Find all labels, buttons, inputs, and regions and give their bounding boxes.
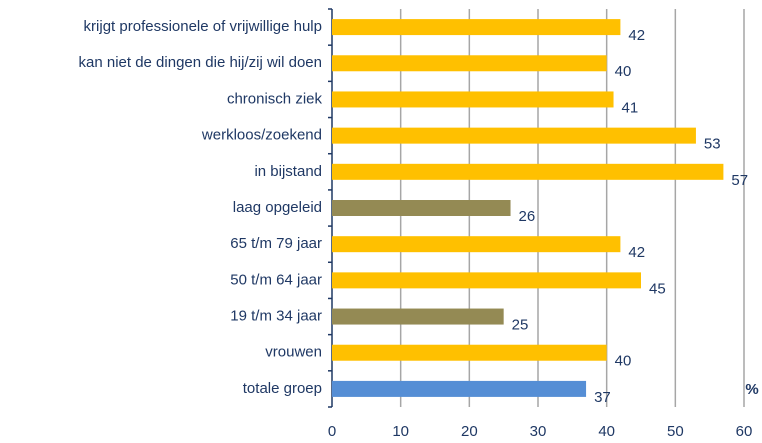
y-tick-label: laag opgeleid bbox=[233, 199, 322, 216]
bar bbox=[332, 344, 607, 361]
value-label: 45 bbox=[649, 280, 666, 297]
value-label: 37 bbox=[594, 389, 611, 406]
x-tick-label: 20 bbox=[461, 423, 478, 440]
y-tick-label: chronisch ziek bbox=[227, 90, 323, 107]
bar bbox=[332, 163, 724, 180]
value-label: 57 bbox=[731, 172, 748, 189]
y-tick-label: 50 t/m 64 jaar bbox=[230, 271, 322, 288]
x-tick-label: 0 bbox=[328, 423, 336, 440]
value-label: 26 bbox=[519, 208, 536, 225]
value-label: 25 bbox=[512, 317, 529, 334]
y-tick-label: werkloos/zoekend bbox=[201, 127, 322, 144]
y-tick-label: kan niet de dingen die hij/zij wil doen bbox=[79, 54, 323, 71]
x-tick-label: 30 bbox=[530, 423, 547, 440]
x-tick-label: 60 bbox=[736, 423, 753, 440]
value-label: 42 bbox=[628, 244, 645, 261]
x-axis-label: % bbox=[745, 381, 758, 398]
y-tick-label: 65 t/m 79 jaar bbox=[230, 235, 322, 252]
value-label: 41 bbox=[622, 99, 639, 116]
y-tick-label: krijgt professionele of vrijwillige hulp bbox=[84, 18, 322, 35]
bar bbox=[332, 19, 621, 36]
bar bbox=[332, 91, 614, 108]
value-label: 40 bbox=[615, 353, 632, 370]
x-tick-label: 40 bbox=[598, 423, 615, 440]
bar bbox=[332, 127, 696, 144]
bar bbox=[332, 272, 641, 289]
value-label: 40 bbox=[615, 63, 632, 80]
y-tick-label: in bijstand bbox=[254, 163, 322, 180]
bar bbox=[332, 200, 511, 216]
bar bbox=[332, 308, 504, 325]
value-label: 42 bbox=[628, 27, 645, 44]
y-tick-label: 19 t/m 34 jaar bbox=[230, 308, 322, 325]
y-tick-label: totale groep bbox=[243, 380, 322, 397]
value-label: 53 bbox=[704, 136, 721, 153]
x-tick-label: 10 bbox=[392, 423, 409, 440]
bar bbox=[332, 380, 587, 397]
x-tick-label: 50 bbox=[667, 423, 684, 440]
y-tick-label: vrouwen bbox=[265, 344, 322, 361]
bar bbox=[332, 55, 607, 72]
bar bbox=[332, 236, 621, 253]
